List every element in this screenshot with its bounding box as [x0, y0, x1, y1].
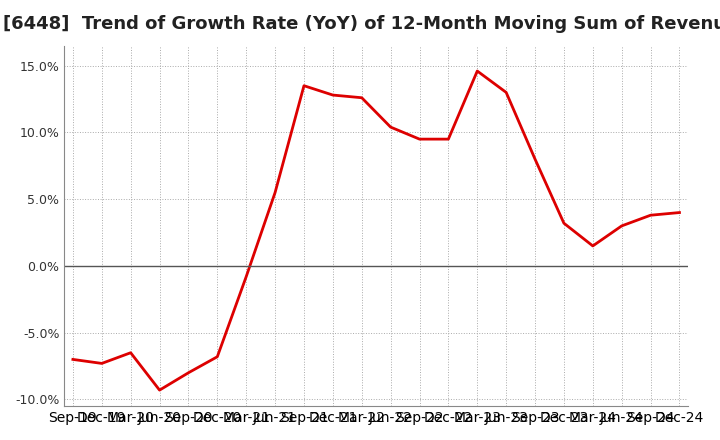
- Title: [6448]  Trend of Growth Rate (YoY) of 12-Month Moving Sum of Revenues: [6448] Trend of Growth Rate (YoY) of 12-…: [4, 15, 720, 33]
